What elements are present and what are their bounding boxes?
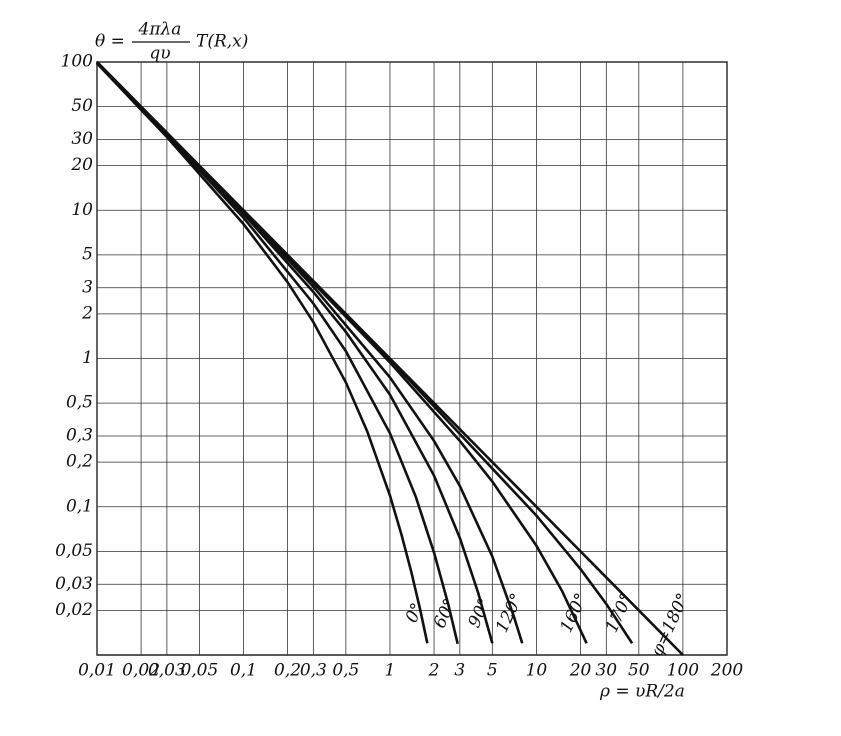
title-rhs: T(R,x)	[196, 32, 248, 52]
curve	[96, 61, 459, 645]
y-tick-label: 3	[82, 277, 93, 297]
x-tick-label: 50	[628, 661, 650, 681]
y-tick-label: 0,02	[55, 600, 93, 620]
x-tick-label: 0,5	[332, 661, 359, 681]
y-tick-label: 0,5	[66, 393, 93, 413]
title-lhs: θ =	[95, 32, 125, 52]
curve-label: 90°	[464, 595, 495, 631]
y-tick-label: 30	[71, 129, 93, 149]
y-tick-label: 0,03	[55, 574, 93, 594]
x-tick-label: 0,05	[180, 661, 218, 681]
x-tick-label: 2	[428, 661, 440, 681]
y-tick-label: 50	[71, 96, 93, 116]
y-tick-label: 5	[82, 244, 93, 264]
x-tick-label: 20	[569, 661, 592, 681]
title-numerator: 4πλa	[138, 20, 182, 40]
curve	[96, 61, 494, 644]
curve	[96, 61, 684, 656]
curve	[96, 61, 524, 644]
y-tick-label: 20	[70, 155, 93, 175]
y-tick-label: 100	[61, 52, 94, 72]
x-tick-label: 200	[710, 661, 744, 681]
curve	[96, 62, 429, 644]
y-tick-label: 2	[81, 303, 93, 323]
y-tick-label: 10	[71, 200, 93, 220]
x-tick-label: 0,01	[78, 661, 116, 681]
curve	[96, 61, 588, 644]
x-tick-label: 30	[595, 661, 617, 681]
x-tick-label: 100	[667, 661, 700, 681]
y-tick-label: 0,05	[55, 541, 93, 561]
y-tick-label: 0,3	[66, 426, 93, 446]
x-tick-label: 0,1	[230, 661, 257, 681]
y-tick-label: 0,1	[66, 496, 93, 516]
curve-label: 160°	[556, 590, 591, 636]
x-tick-label: 10	[526, 661, 548, 681]
x-tick-label: 1	[385, 661, 396, 681]
x-tick-label: 0,03	[148, 661, 186, 681]
x-tick-label: 3	[454, 661, 465, 681]
curve-label: 120°	[492, 590, 527, 636]
curve-label: 170°	[602, 590, 637, 636]
x-axis-label: ρ = υR/2a	[599, 682, 685, 702]
x-tick-label: 0,2	[274, 661, 301, 681]
x-tick-label: 5	[487, 661, 498, 681]
title-denominator: qυ	[149, 44, 170, 64]
y-tick-label: 1	[82, 348, 93, 368]
x-tick-label: 0,3	[300, 661, 327, 681]
x-tick-label: 0,02	[122, 661, 160, 681]
y-tick-label: 0,2	[66, 452, 93, 472]
